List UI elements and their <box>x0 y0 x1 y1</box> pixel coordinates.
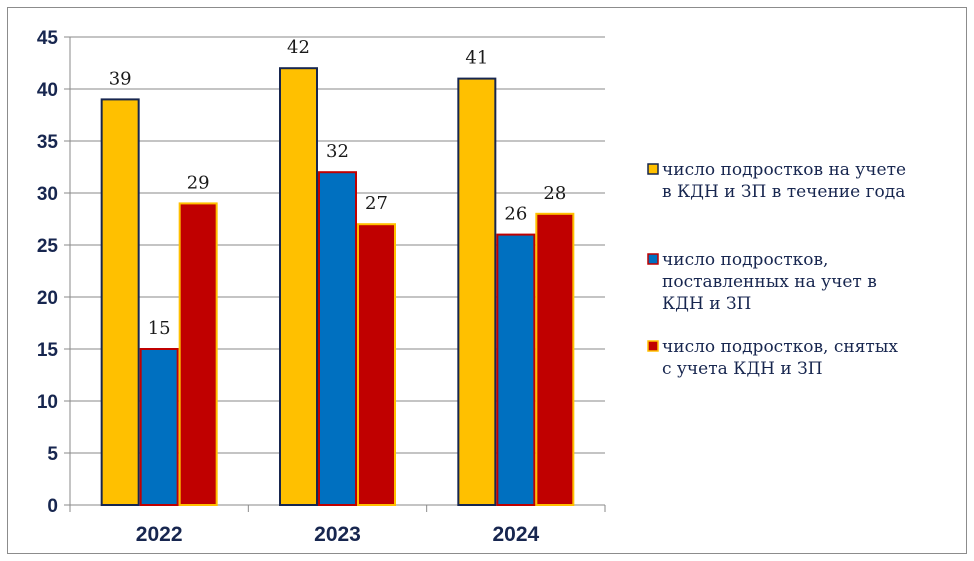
data-label: 41 <box>465 48 488 69</box>
legend-label: КДН и ЗП <box>662 294 751 314</box>
legend-label: в КДН и ЗП в течение года <box>662 182 905 202</box>
y-tick-label: 25 <box>37 236 59 257</box>
legend-swatch <box>647 253 659 265</box>
bar <box>100 98 140 507</box>
y-tick-label: 30 <box>37 184 58 205</box>
legend-label: поставленных на учет в <box>662 272 877 292</box>
data-label: 39 <box>109 68 132 89</box>
x-tick-label: 2022 <box>136 523 183 546</box>
x-tick-label: 2023 <box>314 523 361 546</box>
bar <box>178 202 218 506</box>
data-label: 32 <box>326 141 349 162</box>
bar <box>279 67 318 506</box>
legend-label: число подростков на учете <box>662 160 906 180</box>
legend-swatch <box>647 163 659 175</box>
bar <box>496 233 536 506</box>
bar <box>457 77 497 506</box>
data-label: 15 <box>148 318 171 339</box>
y-tick-label: 20 <box>37 288 58 309</box>
data-label: 27 <box>365 193 388 214</box>
y-tick-label: 35 <box>37 132 59 153</box>
y-tick-label: 15 <box>37 340 59 361</box>
legend-label: число подростков, снятых <box>662 337 898 357</box>
data-label: 42 <box>287 37 310 58</box>
data-label: 26 <box>504 204 527 225</box>
data-label: 28 <box>543 183 566 204</box>
y-tick-label: 0 <box>47 496 58 517</box>
y-tick-label: 45 <box>37 28 59 49</box>
y-tick-label: 5 <box>47 444 58 465</box>
bar <box>139 348 179 506</box>
legend-swatch <box>647 340 659 352</box>
y-tick-label: 10 <box>37 392 58 413</box>
x-tick-label: 2024 <box>492 523 539 546</box>
legend-label: число подростков, <box>662 250 828 270</box>
bar <box>535 212 575 507</box>
bar <box>318 171 357 506</box>
legend-label: с учета КДН и ЗП <box>662 359 823 379</box>
y-tick-label: 40 <box>37 80 58 101</box>
bar <box>357 223 396 506</box>
data-label: 29 <box>187 172 210 193</box>
